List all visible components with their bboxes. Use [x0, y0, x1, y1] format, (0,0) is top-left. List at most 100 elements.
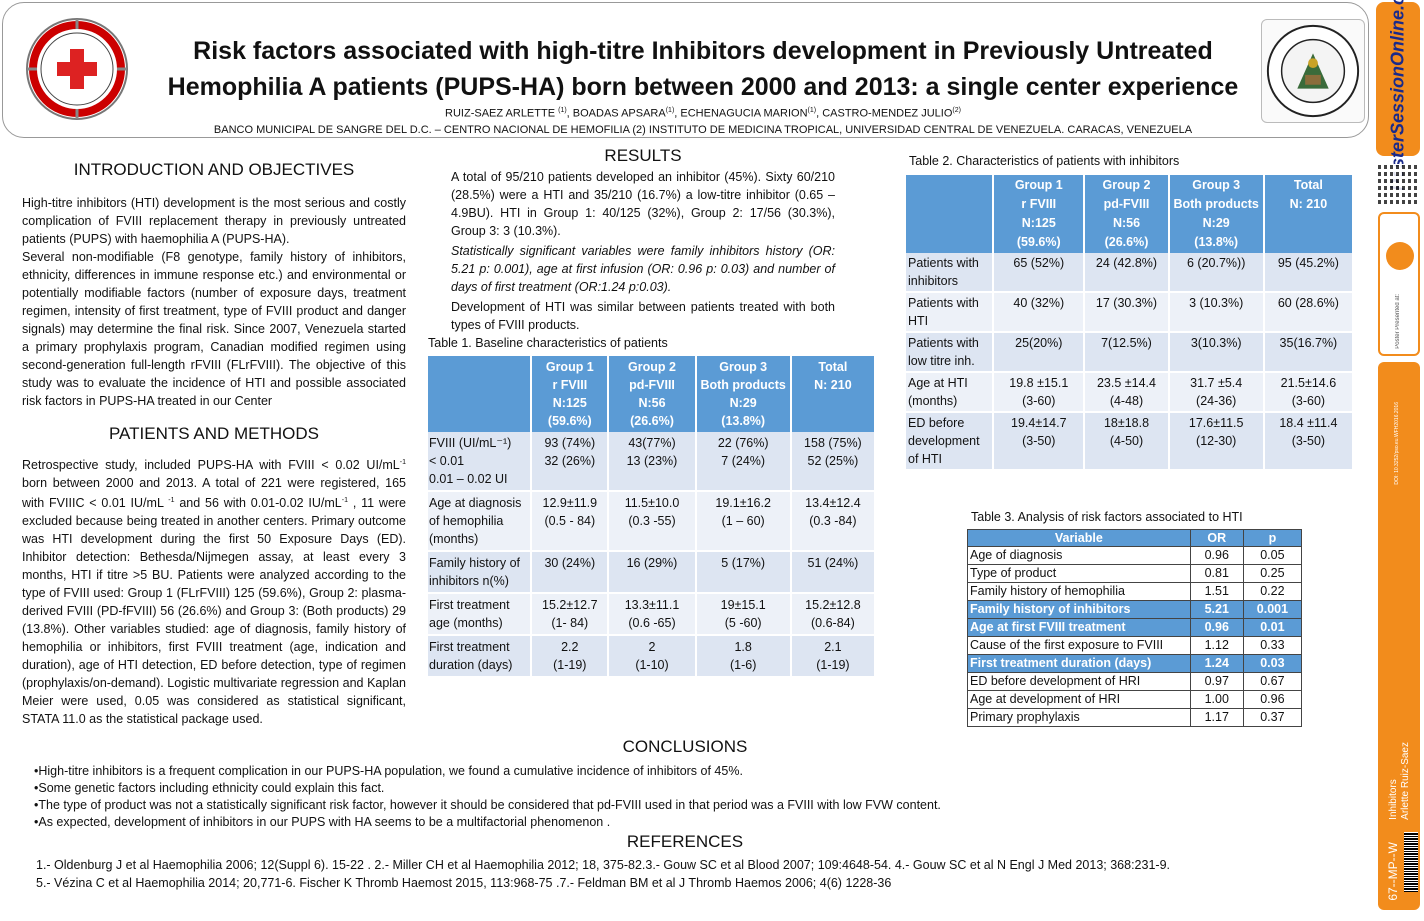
table-cell-line: 2.1	[824, 640, 842, 654]
table-cell-line: 22 (76%)	[717, 436, 769, 450]
row-label: ED before development of HTI	[906, 412, 995, 471]
table-cell-line: (3-50)	[1022, 434, 1056, 448]
table-row: Patients with inhibitors 65 (52%) 24 (42.8%…	[906, 253, 1355, 293]
table-cell: 17 (30.3%)	[1084, 292, 1170, 333]
row-label-line: development	[908, 434, 980, 448]
column-header-line: (26.6%)	[1104, 235, 1149, 249]
table-row: FVIII (UI/mL⁻¹) < 0.01 0.01 – 0.02 UI 93 (7…	[428, 432, 877, 492]
table-cell-line: 3(10.3%)	[1190, 336, 1242, 350]
table-1: Group 1 r FVIII N:125 (59.6%) Group 2 pd-FVII…	[428, 356, 877, 678]
column-header-line: N:29	[1202, 216, 1230, 230]
column-header-line: Group 2	[628, 360, 676, 374]
table-cell: 15.2±12.8 (0.6-84)	[790, 593, 877, 636]
table-header-empty	[906, 175, 995, 253]
row-label-line: (months)	[429, 532, 479, 546]
table-cell: 2.1 (1-19)	[790, 635, 877, 678]
results-section: RESULTS A total of 95/210 patients devel…	[451, 146, 835, 334]
table-cell: 43(77%) 13 (23%)	[608, 432, 697, 492]
column-header-line: N:125	[1021, 216, 1056, 230]
table-cell-line: (1 – 60)	[721, 514, 765, 528]
row-label: First treatment age (months)	[428, 593, 533, 636]
column-header-line: Group 3	[719, 360, 768, 374]
or-cell: 1.12	[1189, 636, 1244, 655]
table-cell-line: 35(16.7%)	[1279, 336, 1338, 350]
table-cell: 13.3±11.1 (0.6 -65)	[608, 593, 697, 636]
column-header-line: Total	[1293, 178, 1323, 192]
column-header-line: r FVIII	[1021, 197, 1057, 211]
poster-header: Risk factors associated with high-titre …	[2, 2, 1369, 138]
table-cell-line: (3-60)	[1022, 394, 1056, 408]
table-2: Group 1 r FVIII N:125 (59.6%) Group 2 pd-FVII…	[906, 175, 1355, 471]
table-row: Patients with HTI 40 (32%) 17 (30.3%) 3 (10.…	[906, 292, 1355, 333]
p-cell: 0.25	[1242, 564, 1303, 583]
table-row: Patients with low titre inh. 25(20%) 7(12.5…	[906, 332, 1355, 373]
or-cell: 0.81	[1189, 564, 1244, 583]
row-label-line: of hemophilia	[429, 514, 504, 528]
table-cell-line: (3-60)	[1291, 394, 1326, 408]
column-header: Group 2 pd-FVIII N:56 (26.6%)	[1084, 175, 1170, 253]
or-cell: 1.51	[1189, 582, 1244, 601]
row-label: Patients with inhibitors	[906, 253, 995, 293]
row-label-line: Patients with	[908, 336, 979, 350]
table-cell: 3 (10.3%)	[1168, 292, 1265, 333]
column-header: Group 2 pd-FVIII N:56 (26.6%)	[608, 356, 697, 432]
or-cell: 0.96	[1189, 618, 1244, 637]
intro-paragraph-1: High-titre inhibitors (HTI) development …	[22, 196, 406, 246]
column-header-line: pd-FVIII	[1103, 197, 1150, 211]
affiliation: BANCO MUNICIPAL DE SANGRE DEL D.C. – CEN…	[213, 124, 1193, 136]
table-cell-line: 17 (30.3%)	[1095, 296, 1158, 310]
methods-heading: PATIENTS AND METHODS	[108, 424, 319, 443]
table-cell: 30 (24%)	[531, 551, 610, 594]
table-row: First treatment age (months) 15.2±12.7 (1-…	[428, 593, 877, 636]
row-label: Age at HTI (months)	[906, 372, 995, 413]
or-cell: 1.24	[1189, 654, 1244, 673]
table-cell-line: (1-19)	[553, 658, 587, 672]
left-column: INTRODUCTION AND OBJECTIVES High-titre i…	[22, 160, 406, 728]
column-header: Variable	[967, 529, 1191, 547]
p-cell: 0.67	[1242, 672, 1303, 691]
reference-line-1: 1.- Oldenburg J et al Haemophilia 2006; …	[36, 858, 1170, 872]
table-row: ED before development of HTI 19.4±14.7 (3-50…	[906, 412, 1355, 471]
table-cell-line: 17.6±11.5	[1188, 416, 1244, 430]
row-label-line: inhibitors	[908, 274, 959, 288]
authors: RUIZ-SAEZ ARLETTE (1), BOADAS APSARA(1),…	[445, 107, 961, 120]
row-label-line: age (months)	[429, 616, 503, 630]
conclusions-section: CONCLUSIONS •High-titre inhibitors is a …	[0, 737, 1370, 831]
references-section: REFERENCES 1.- Oldenburg J et al Haemoph…	[0, 832, 1370, 892]
table-2-caption: Table 2. Characteristics of patients wit…	[909, 154, 1180, 168]
table-row: Primary prophylaxis 1.17 0.37	[967, 708, 1303, 727]
table-cell: 17.6±11.5 (12-30)	[1168, 412, 1265, 471]
row-label: Age at diagnosis of hemophilia (months)	[428, 491, 533, 552]
table-cell: 95 (45.2%)	[1263, 253, 1355, 293]
column-header-line: (59.6%)	[547, 414, 592, 428]
row-label: FVIII (UI/mL⁻¹) < 0.01 0.01 – 0.02 UI	[428, 432, 533, 492]
table-row: First treatment duration (days) 1.24 0.03	[967, 654, 1303, 673]
p-cell: 0.05	[1242, 546, 1303, 565]
table-cell-line: (0.3 -84)	[809, 514, 857, 528]
university-seal	[1261, 19, 1365, 123]
column-header-line: Group 3	[1192, 178, 1241, 192]
table-cell-line: 19.4±14.7	[1011, 416, 1067, 430]
table-cell-line: 7 (24%)	[721, 454, 766, 468]
or-cell: 1.00	[1189, 690, 1244, 709]
table-cell: 21.5±14.6 (3-60)	[1263, 372, 1355, 413]
table-cell-line: 65 (52%)	[1013, 256, 1065, 270]
row-label-line: First treatment	[429, 640, 510, 654]
table-cell-line: 25(20%)	[1015, 336, 1063, 350]
table-cell: 65 (52%)	[993, 253, 1086, 293]
table-cell: 51 (24%)	[790, 551, 877, 594]
poster-session-online-logo[interactable]: PosterSessionOnline.com	[1376, 0, 1420, 191]
p-cell: 0.22	[1242, 582, 1303, 601]
row-label-line: low titre inh.	[908, 354, 975, 368]
table-header-row: Variable OR p	[967, 529, 1303, 547]
table-cell: 7(12.5%)	[1084, 332, 1170, 373]
table-3: Variable OR p Age of diagnosis 0.96 0.05 Type …	[967, 529, 1303, 727]
column-header-line: N: 210	[814, 378, 852, 392]
table-cell-line: 51 (24%)	[807, 556, 859, 570]
results-heading: RESULTS	[604, 146, 682, 165]
row-label: Patients with HTI	[906, 292, 995, 333]
row-label-line: < 0.01	[429, 454, 465, 468]
column-header-line: (59.6%)	[1016, 235, 1061, 249]
table-cell-line: 31.7 ±5.4	[1190, 376, 1243, 390]
